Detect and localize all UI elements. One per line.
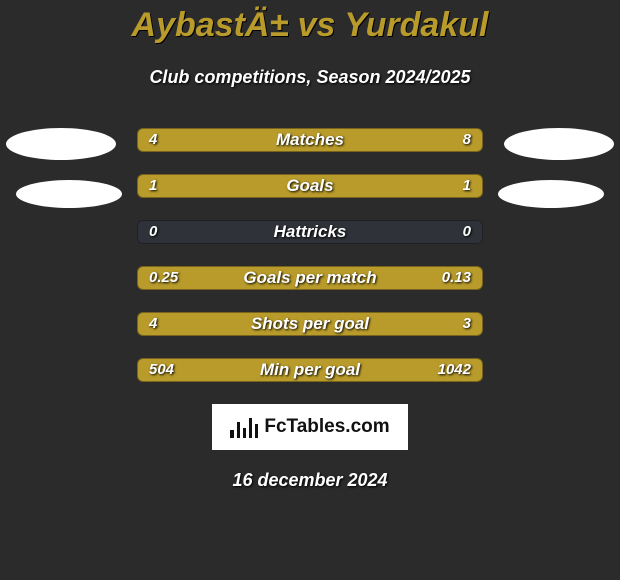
comparison-panel: 48Matches 11Goals 00Hattricks 0.250.13Goals… [0, 128, 620, 491]
team-badge-left-1 [6, 128, 116, 160]
stat-label: Goals per match [137, 266, 483, 290]
stat-label: Shots per goal [137, 312, 483, 336]
page-title: AybastÄ± vs Yurdakul [0, 0, 620, 45]
team-badge-right-1 [504, 128, 614, 160]
stat-label: Min per goal [137, 358, 483, 382]
stat-row-goals-per-match: 0.250.13Goals per match [137, 266, 483, 290]
season-subtitle: Club competitions, Season 2024/2025 [0, 67, 620, 88]
stat-label: Goals [137, 174, 483, 198]
report-date: 16 december 2024 [0, 470, 620, 491]
source-logo[interactable]: FcTables.com [212, 404, 408, 450]
stat-row-shots-per-goal: 43Shots per goal [137, 312, 483, 336]
source-logo-text: FcTables.com [264, 416, 389, 438]
stat-row-min-per-goal: 5041042Min per goal [137, 358, 483, 382]
stat-label: Hattricks [137, 220, 483, 244]
team-badge-right-2 [498, 180, 604, 208]
stat-row-matches: 48Matches [137, 128, 483, 152]
chart-icon [230, 416, 258, 438]
team-badge-left-2 [16, 180, 122, 208]
stat-bars: 48Matches 11Goals 00Hattricks 0.250.13Goals… [137, 128, 483, 382]
stat-row-hattricks: 00Hattricks [137, 220, 483, 244]
stat-row-goals: 11Goals [137, 174, 483, 198]
stat-label: Matches [137, 128, 483, 152]
